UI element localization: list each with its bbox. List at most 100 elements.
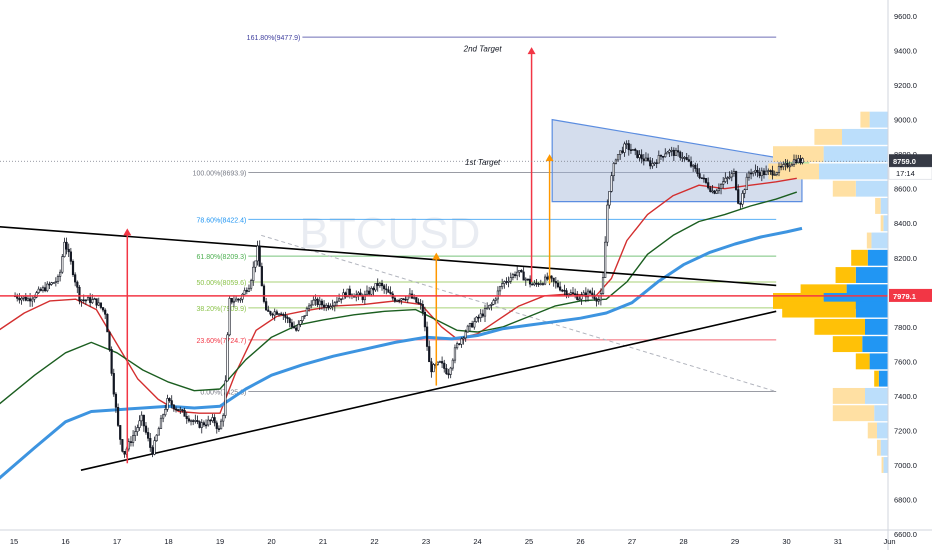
candle <box>316 298 319 306</box>
time-tick-label: 23 <box>422 537 430 546</box>
candle <box>301 316 304 321</box>
candle <box>788 165 791 168</box>
current-price-tag <box>889 154 932 168</box>
candle <box>200 422 203 428</box>
candle <box>363 293 366 301</box>
candle <box>513 274 517 277</box>
volume-profile-up-bar <box>880 439 888 456</box>
candle <box>728 176 731 179</box>
candle <box>134 431 137 436</box>
support-price-tag <box>889 288 932 302</box>
candle <box>700 177 703 179</box>
candle <box>26 298 30 301</box>
candle <box>322 304 326 308</box>
time-tick-label: 19 <box>216 537 224 546</box>
candle <box>252 266 255 281</box>
candle <box>782 164 785 168</box>
candle <box>475 316 478 322</box>
candle <box>260 266 263 287</box>
candle <box>383 285 386 290</box>
triangle-pattern-zone[interactable] <box>551 118 803 203</box>
candle <box>773 174 776 176</box>
time-tick-label: 15 <box>10 537 18 546</box>
candle <box>584 292 587 298</box>
candle <box>689 160 693 167</box>
candle <box>453 347 457 361</box>
candle <box>325 304 328 308</box>
time-tick-label: 28 <box>679 537 687 546</box>
candle <box>177 409 180 411</box>
candle <box>67 248 70 253</box>
candle <box>556 282 560 288</box>
candle <box>269 311 272 315</box>
candle <box>101 307 105 311</box>
candle <box>168 398 171 401</box>
candle <box>250 280 253 289</box>
candle <box>224 380 227 416</box>
candle <box>174 408 178 411</box>
candle <box>481 313 484 317</box>
volume-profile-down-bar <box>814 128 842 145</box>
volume-profile-up-bar <box>842 128 888 145</box>
candle <box>707 182 710 189</box>
candle <box>237 298 240 301</box>
volume-profile-up-bar <box>883 215 888 232</box>
volume-profile-down-bar <box>814 318 865 335</box>
candle <box>642 158 645 162</box>
candle <box>595 298 598 302</box>
time-tick-label: Jun <box>883 537 895 546</box>
candle <box>303 315 306 317</box>
candle <box>749 172 753 175</box>
candle <box>288 318 291 323</box>
candle <box>202 422 206 426</box>
candle <box>696 168 699 174</box>
candle <box>97 302 100 306</box>
candle <box>389 292 392 295</box>
candle <box>166 398 169 410</box>
candle <box>385 288 388 291</box>
candle <box>312 299 315 306</box>
candle <box>767 170 770 172</box>
candle <box>144 425 148 433</box>
upper-trendline[interactable] <box>0 225 777 287</box>
volume-profile-up-bar <box>878 370 888 387</box>
candle <box>629 149 633 151</box>
price-tick-label: 7600.0 <box>894 357 917 366</box>
dashed-projection-line <box>261 234 777 393</box>
symbol-watermark: BTCUSD <box>300 209 481 258</box>
candle <box>192 420 195 422</box>
candle <box>207 419 210 426</box>
candle <box>50 282 53 285</box>
candle <box>114 393 118 408</box>
candle <box>771 170 774 176</box>
candle <box>651 163 654 167</box>
volume-profile-down-bar <box>782 301 856 318</box>
candle <box>681 157 684 159</box>
arrow-red-left-head <box>123 228 132 236</box>
candle <box>501 283 504 288</box>
candle <box>395 299 399 302</box>
price-tick-label: 7000.0 <box>894 461 917 470</box>
candle <box>503 281 506 284</box>
candle <box>286 317 289 319</box>
candle <box>31 298 34 302</box>
candle <box>443 362 446 369</box>
candle <box>387 289 390 293</box>
candle <box>756 169 759 173</box>
candle <box>664 153 667 158</box>
candle <box>110 349 113 374</box>
candle <box>777 165 781 173</box>
candle <box>295 327 298 331</box>
candle <box>372 287 375 291</box>
first-target-label: 1st Target <box>465 158 501 167</box>
candle <box>468 323 472 327</box>
price-tick-label: 7400.0 <box>894 392 917 401</box>
candle <box>425 326 429 347</box>
candle <box>284 314 287 318</box>
candle <box>204 424 208 427</box>
lower-trendline[interactable] <box>80 310 777 471</box>
candle <box>597 299 600 302</box>
candle <box>601 277 605 294</box>
